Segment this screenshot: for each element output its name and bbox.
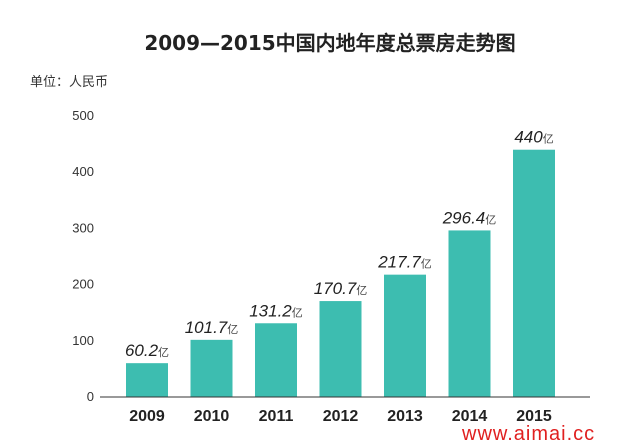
x-tick-label: 2013 (387, 408, 423, 425)
data-label-value: 296.4 (442, 208, 486, 227)
data-label-value: 440 (514, 128, 543, 147)
data-label-value: 131.2 (249, 301, 292, 320)
data-label-value: 217.7 (377, 253, 421, 272)
bar-2010 (190, 339, 233, 397)
data-label-2015: 440亿 (514, 128, 553, 147)
bar-2011 (255, 323, 297, 397)
bar-2013 (384, 274, 426, 397)
data-label-2010: 101.7亿 (185, 318, 239, 337)
data-label-2013: 217.7亿 (377, 253, 432, 272)
data-label-unit: 亿 (485, 213, 496, 226)
data-label-value: 101.7 (185, 318, 228, 337)
bar-2015 (513, 149, 555, 397)
y-tick-label: 400 (72, 164, 94, 179)
x-axis: 2009 2010 2011 2012 2013 2014 2015 (129, 408, 552, 425)
x-tick-label: 2011 (259, 408, 294, 425)
data-label-unit: 亿 (292, 306, 303, 319)
y-tick-label: 500 (72, 108, 94, 123)
x-tick-label: 2014 (452, 408, 488, 425)
data-label-2011: 131.2亿 (249, 301, 303, 320)
y-tick-label: 0 (87, 389, 94, 404)
data-label-unit: 亿 (158, 346, 169, 359)
watermark-text: www.aimai.cc (461, 423, 595, 444)
x-tick-label: 2015 (516, 408, 552, 425)
y-tick-label: 200 (72, 277, 94, 292)
chart-title: 2009—2015中国内地年度总票房走势图 (144, 31, 515, 55)
y-tick-label: 300 (72, 220, 94, 235)
data-label-value: 170.7 (314, 279, 357, 298)
data-label-2014: 296.4亿 (442, 208, 497, 227)
bar-2012 (319, 301, 362, 397)
data-label-unit: 亿 (356, 284, 367, 297)
bar-2009 (126, 363, 168, 397)
y-tick-label: 100 (72, 333, 94, 348)
data-label-unit: 亿 (227, 323, 238, 336)
unit-label: 单位：人民币 (30, 75, 108, 90)
bar-2014 (448, 230, 491, 397)
data-label-value: 60.2 (125, 341, 159, 360)
x-tick-label: 2010 (194, 408, 230, 425)
y-axis: 0 100 200 300 400 500 (72, 108, 94, 404)
data-label-unit: 亿 (421, 258, 432, 271)
data-label-2012: 170.7亿 (314, 279, 368, 298)
data-label-2009: 60.2亿 (125, 341, 169, 360)
x-tick-label: 2012 (323, 408, 359, 425)
x-tick-label: 2009 (129, 408, 165, 425)
data-label-unit: 亿 (543, 133, 554, 146)
